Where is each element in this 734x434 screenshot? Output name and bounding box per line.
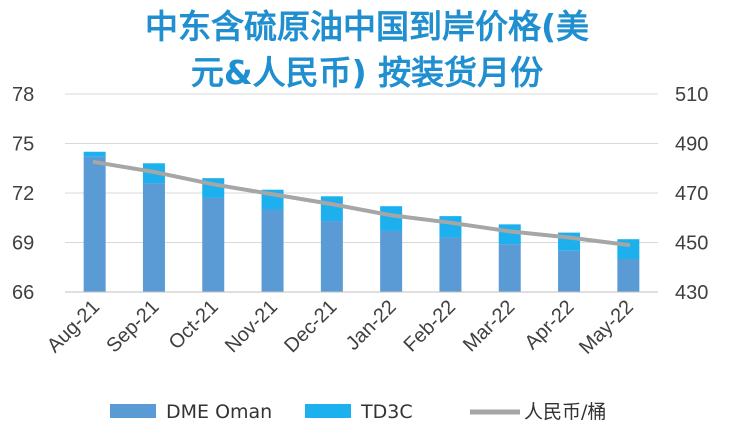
bar-dme-oman (558, 250, 581, 292)
x-axis-tick-label: Apr-22 (521, 296, 579, 354)
right-axis-tick-label: 510 (675, 84, 708, 106)
bar-dme-oman (83, 156, 106, 292)
bar-td3c (498, 224, 521, 245)
legend-label-td3c: TD3C (360, 401, 413, 423)
chart-title-line-2: 元&人民币) 按装货月份 (190, 53, 544, 92)
legend: DME Oman TD3C 人民币/桶 (110, 401, 606, 423)
bar-dme-oman (202, 197, 225, 292)
left-axis-tick-label: 75 (12, 134, 34, 156)
bar-td3c (320, 196, 343, 222)
x-axis-tick-label: Oct-21 (165, 296, 223, 354)
legend-swatch-dme-oman (110, 404, 156, 418)
x-axis-tick-label: Feb-22 (400, 296, 460, 356)
bar-td3c (83, 151, 106, 157)
bar-dme-oman (439, 237, 462, 292)
x-axis-tick-label: Mar-22 (459, 296, 519, 356)
bar-td3c (439, 216, 462, 238)
legend-swatch-td3c (305, 404, 351, 418)
legend-label-rmb-per-barrel: 人民币/桶 (524, 401, 606, 423)
chart-title-line-1: 中东含硫原油中国到岸价格(美 (144, 7, 590, 46)
bar-dme-oman (261, 209, 284, 292)
chart-title: 中东含硫原油中国到岸价格(美 元&人民币) 按装货月份 (0, 4, 734, 96)
bar-td3c (380, 206, 403, 231)
x-axis-tick-label: Jan-22 (342, 296, 401, 355)
right-axis-tick-label: 490 (675, 134, 708, 156)
x-axis-tick-label: Sep-21 (102, 296, 163, 357)
bar-dme-oman (617, 259, 640, 292)
legend-label-dme-oman: DME Oman (166, 401, 272, 423)
bar-dme-oman (320, 221, 343, 292)
right-axis-tick-label: 450 (675, 233, 708, 255)
left-axis-tick-label: 78 (12, 84, 34, 106)
x-axis-tick-label: May-22 (575, 296, 638, 359)
x-axis-tick-label: Dec-21 (280, 296, 341, 357)
bar-dme-oman (380, 230, 403, 292)
left-axis-tick-label: 66 (12, 282, 34, 304)
left-axis-tick-label: 69 (12, 233, 34, 255)
right-axis-tick-label: 470 (675, 183, 708, 205)
bar-dme-oman (142, 183, 165, 292)
line-rmb-per-barrel (92, 160, 631, 247)
left-axis-tick-label: 72 (12, 183, 34, 205)
right-axis-tick-label: 430 (675, 282, 708, 304)
x-axis-tick-label: Aug-21 (43, 296, 104, 357)
bar-dme-oman (498, 244, 521, 292)
x-axis-tick-label: Nov-21 (221, 296, 282, 357)
line-series (92, 160, 631, 247)
